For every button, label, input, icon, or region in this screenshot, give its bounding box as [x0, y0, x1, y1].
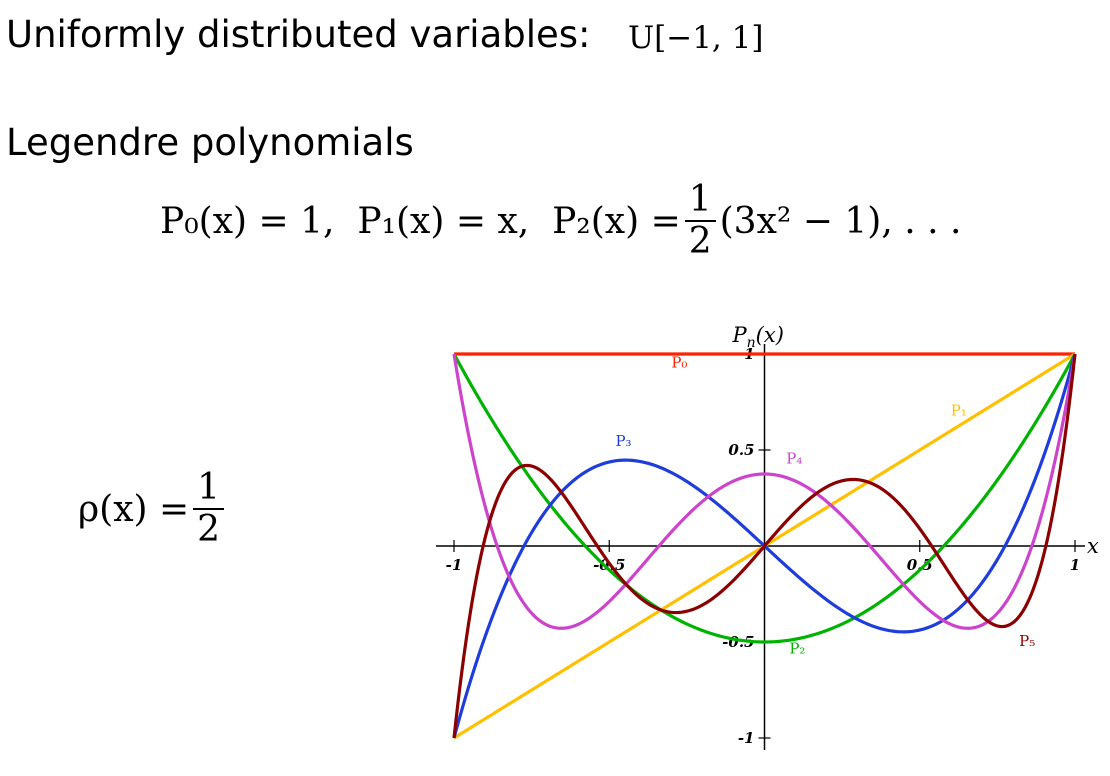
rho-denominator: 2 — [193, 508, 224, 548]
legendre-equations: P₀(x) = 1, P₁(x) = x, P₂(x) = 1 2 (3x² −… — [160, 182, 961, 260]
x-axis-label: x — [1087, 534, 1099, 558]
heading-uniform: Uniformly distributed variables: — [6, 16, 591, 53]
series-label-p5: P₅ — [1019, 632, 1035, 650]
eq-p2-lhs: P₂(x) = — [552, 201, 681, 242]
legendre-chart: x Pn(x) -1 -0.5 0.5 110.5-0.5-1 P₀P₁P₂P₃P₄P… — [430, 318, 1105, 758]
series-label-p1: P₁ — [951, 401, 967, 419]
eq-p1: P₁(x) = x, — [357, 201, 529, 242]
eq-p2-numerator: 1 — [685, 182, 716, 220]
eq-p0: P₀(x) = 1, — [160, 201, 334, 242]
y-tick-label: 0.5 — [728, 441, 754, 459]
series-label-p2: P₂ — [789, 640, 805, 658]
y-tick-label: -1 — [738, 729, 755, 747]
uniform-distribution-expression: U[−1, 1] — [628, 20, 763, 56]
x-tick-label: -1 — [446, 556, 463, 574]
rho-fraction: 1 2 — [193, 470, 224, 548]
x-tick-label: 1 — [1070, 556, 1080, 574]
eq-p2-rhs: (3x² − 1), . . . — [720, 201, 962, 242]
eq-p2-denominator: 2 — [685, 220, 716, 260]
eq-p2-fraction: 1 2 — [685, 182, 716, 260]
rho-lhs: ρ(x) = — [78, 489, 189, 530]
density-equation: ρ(x) = 1 2 — [78, 470, 228, 548]
series-label-p0: P₀ — [671, 353, 687, 371]
y-axis-label: Pn(x) — [732, 323, 784, 351]
heading-legendre: Legendre polynomials — [6, 124, 414, 161]
rho-numerator: 1 — [193, 470, 224, 508]
series-label-p4: P₄ — [786, 449, 802, 467]
series-label-p3: P₃ — [615, 432, 631, 450]
